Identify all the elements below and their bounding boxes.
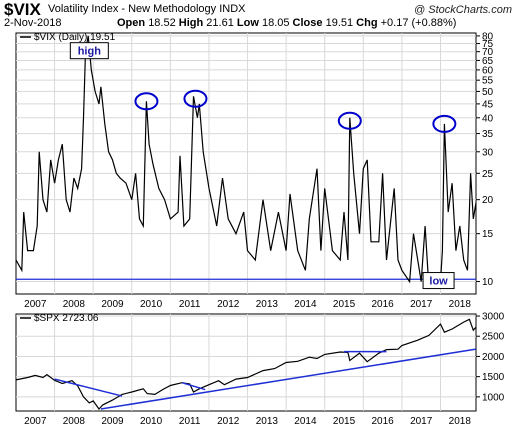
spx-x-tick-label: 2016 xyxy=(371,416,394,427)
vix-y-tick-label: 75 xyxy=(482,39,494,50)
vix-y-tick-label: 70 xyxy=(482,47,494,58)
spx-x-tick-label: 2017 xyxy=(410,416,433,427)
high-label: High xyxy=(178,17,204,29)
vix-y-tick-label: 45 xyxy=(482,99,494,110)
symbol-title: $VIX xyxy=(4,0,41,19)
vix-highlight-circle xyxy=(134,92,159,111)
close-label: Close xyxy=(292,17,323,29)
vix-x-tick-label: 2015 xyxy=(333,299,356,310)
ohlc-summary: Open 18.52 High 21.61 Low 18.05 Close 19… xyxy=(117,17,456,29)
spx-trendline xyxy=(54,378,123,397)
spx-trendline xyxy=(181,381,206,391)
vix-annotation-box xyxy=(422,272,455,290)
vix-x-tick-label: 2010 xyxy=(140,299,163,310)
spx-x-tick-label: 2015 xyxy=(333,416,356,427)
vix-y-tick-label: 20 xyxy=(482,195,494,206)
spx-series-line xyxy=(15,318,477,410)
vix-highlight-circle xyxy=(432,114,457,133)
change-label: Chg xyxy=(356,17,378,29)
close-value: 19.51 xyxy=(325,17,354,29)
open-value: 18.52 xyxy=(148,17,176,29)
vix-y-tick-label: 25 xyxy=(482,169,494,180)
vix-x-tick-label: 2008 xyxy=(63,299,86,310)
spx-y-tick-label: 1500 xyxy=(482,372,505,383)
spx-trendline xyxy=(100,348,477,410)
vix-series-line xyxy=(15,35,477,290)
low-value: 18.05 xyxy=(261,17,290,29)
vix-x-tick-label: 2007 xyxy=(24,299,47,310)
spx-x-tick-label: 2018 xyxy=(449,416,472,427)
copyright-text: @ StockCharts.com xyxy=(414,4,512,16)
vix-y-tick-label: 50 xyxy=(482,87,494,98)
vix-y-tick-label: 60 xyxy=(482,65,494,76)
spx-x-tick-label: 2013 xyxy=(256,416,279,427)
vix-annotation-text: low xyxy=(429,276,448,288)
spx-legend-text: $SPX 2723.06 xyxy=(34,313,99,324)
vix-x-tick-label: 2011 xyxy=(179,299,201,310)
vix-y-tick-label: 65 xyxy=(482,56,494,67)
exchange-label: INDX xyxy=(219,3,246,15)
spx-x-tick-label: 2010 xyxy=(140,416,163,427)
spx-x-tick-label: 2014 xyxy=(294,416,317,427)
spx-x-tick-label: 2012 xyxy=(217,416,240,427)
low-label: Low xyxy=(236,17,259,29)
spx-plot-area xyxy=(15,313,477,412)
change-value: +0.17 (+0.88%) xyxy=(380,17,457,29)
vix-highlight-circle xyxy=(183,89,208,108)
vix-x-tick-label: 2009 xyxy=(101,299,124,310)
vix-y-tick-label: 40 xyxy=(482,113,494,124)
vix-x-tick-label: 2018 xyxy=(449,299,472,310)
spx-x-tick-label: 2009 xyxy=(101,416,124,427)
index-name: Volatility Index - New Methodology INDX xyxy=(48,3,246,15)
vix-y-tick-label: 80 xyxy=(482,31,494,42)
spx-y-tick-label: 3000 xyxy=(482,312,505,323)
vix-x-tick-label: 2013 xyxy=(256,299,279,310)
vix-x-tick-label: 2012 xyxy=(217,299,240,310)
vix-highlight-circle xyxy=(337,111,362,130)
index-full-name: Volatility Index - New Methodology xyxy=(48,3,217,15)
vix-x-tick-label: 2017 xyxy=(410,299,433,310)
vix-y-tick-label: 30 xyxy=(482,147,494,158)
vix-y-tick-label: 35 xyxy=(482,129,494,140)
spx-y-tick-label: 2000 xyxy=(482,352,505,363)
vix-y-tick-label: 55 xyxy=(482,76,494,87)
open-label: Open xyxy=(117,17,146,29)
vix-y-tick-label: 10 xyxy=(482,277,494,288)
spx-y-tick-label: 1000 xyxy=(482,392,505,403)
vix-annotation-box xyxy=(69,42,109,60)
vix-x-tick-label: 2014 xyxy=(294,299,317,310)
spx-y-tick-label: 2500 xyxy=(482,332,505,343)
spx-x-tick-label: 2007 xyxy=(24,416,47,427)
spx-x-tick-label: 2008 xyxy=(63,416,86,427)
spx-x-tick-label: 2011 xyxy=(179,416,201,427)
vix-annotation-text: high xyxy=(78,46,101,58)
vix-y-tick-label: 15 xyxy=(482,229,494,240)
vix-x-tick-label: 2016 xyxy=(371,299,394,310)
quote-date: 2-Nov-2018 xyxy=(4,17,62,29)
high-value: 21.61 xyxy=(206,17,234,29)
vix-legend-text: $VIX (Daily) 19.51 xyxy=(34,32,116,43)
